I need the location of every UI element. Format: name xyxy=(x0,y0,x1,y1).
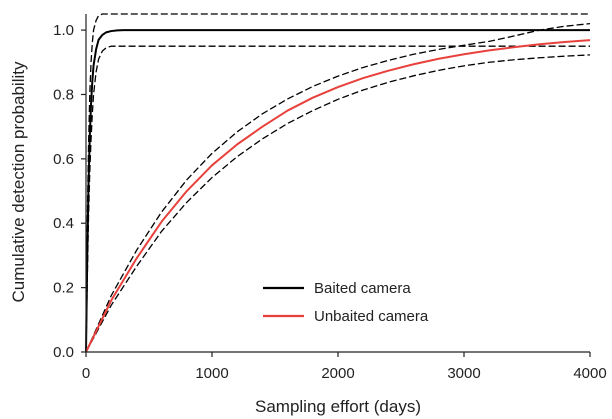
confidence-bound-line xyxy=(85,13,590,353)
legend: Baited camera Unbaited camera xyxy=(263,280,429,325)
y-tick-label: 0.4 xyxy=(53,215,74,232)
y-tick-label: 0.2 xyxy=(53,280,74,297)
y-tick-label: 1.0 xyxy=(53,22,74,39)
y-tick-label: 0.0 xyxy=(53,344,74,361)
confidence-bound-line xyxy=(85,45,590,353)
unbaited-camera-line xyxy=(85,39,591,353)
x-tick-label: 2000 xyxy=(321,365,354,382)
confidence-bound-line xyxy=(85,54,591,353)
x-tick-label: 1000 xyxy=(195,365,228,382)
y-tick-label: 0.6 xyxy=(53,151,74,168)
confidence-bound-line xyxy=(85,23,591,353)
x-axis-title: Sampling effort (days) xyxy=(255,397,421,416)
legend-label-baited: Baited camera xyxy=(314,280,411,297)
series-lines xyxy=(85,13,591,353)
legend-label-unbaited: Unbaited camera xyxy=(314,308,429,325)
y-axis-title: Cumulative detection probability xyxy=(9,61,28,302)
x-tick-label: 4000 xyxy=(573,365,606,382)
axis-ticks: 0 1000 2000 3000 4000 0.0 0.2 0.4 0.6 0.8 1.0 xyxy=(53,22,607,382)
baited-camera-line xyxy=(85,29,590,353)
y-tick-label: 0.8 xyxy=(53,86,74,103)
x-tick-label: 3000 xyxy=(447,365,480,382)
x-tick-label: 0 xyxy=(82,365,90,382)
